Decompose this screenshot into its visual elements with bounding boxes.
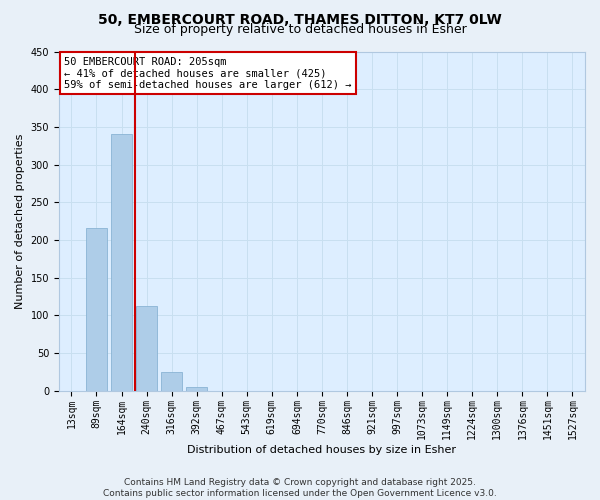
- Text: 50 EMBERCOURT ROAD: 205sqm
← 41% of detached houses are smaller (425)
59% of sem: 50 EMBERCOURT ROAD: 205sqm ← 41% of deta…: [64, 56, 352, 90]
- Bar: [136, 306, 157, 390]
- Text: Contains HM Land Registry data © Crown copyright and database right 2025.
Contai: Contains HM Land Registry data © Crown c…: [103, 478, 497, 498]
- Bar: [161, 372, 182, 390]
- X-axis label: Distribution of detached houses by size in Esher: Distribution of detached houses by size …: [187, 445, 457, 455]
- Bar: [186, 387, 208, 390]
- Bar: [111, 134, 132, 390]
- Y-axis label: Number of detached properties: Number of detached properties: [15, 134, 25, 309]
- Text: 50, EMBERCOURT ROAD, THAMES DITTON, KT7 0LW: 50, EMBERCOURT ROAD, THAMES DITTON, KT7 …: [98, 12, 502, 26]
- Bar: [86, 228, 107, 390]
- Text: Size of property relative to detached houses in Esher: Size of property relative to detached ho…: [134, 22, 466, 36]
